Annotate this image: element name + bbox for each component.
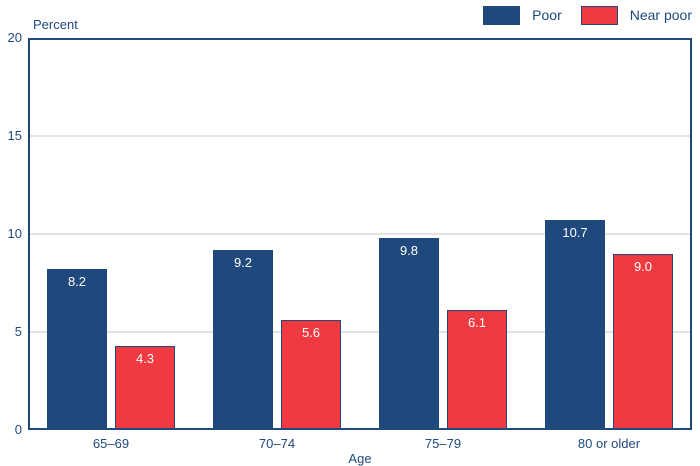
- y-tick-label-0: 0: [14, 422, 22, 437]
- gridline-15: [28, 135, 692, 137]
- bar-near-poor-1: 4.3: [115, 346, 175, 430]
- legend: Poor Near poor: [483, 4, 692, 26]
- plot-area: 8.2 4.3 9.2 5.6 9.8 6.1 10.7 9.0: [28, 38, 692, 430]
- bar-near-poor-4: 9.0: [613, 254, 673, 430]
- legend-label-near-poor: Near poor: [629, 7, 692, 23]
- x-axis-title: Age: [348, 451, 372, 466]
- gridline-10: [28, 233, 692, 235]
- y-tick-label-10: 10: [7, 226, 22, 241]
- legend-item-near-poor: Near poor: [580, 5, 692, 25]
- bar-value-label: 9.2: [233, 255, 253, 270]
- legend-swatch-near-poor: [580, 5, 618, 25]
- bar-poor-3: 9.8: [379, 238, 439, 430]
- bar-poor-1: 8.2: [47, 269, 107, 430]
- bar-value-label: 4.3: [135, 351, 155, 366]
- bar-near-poor-2: 5.6: [281, 320, 341, 430]
- legend-item-poor: Poor: [483, 5, 562, 25]
- bar-value-label: 6.1: [467, 315, 487, 330]
- legend-label-poor: Poor: [532, 7, 562, 23]
- bar-near-poor-3: 6.1: [447, 310, 507, 430]
- x-tick-label-3: 75–79: [424, 436, 462, 451]
- y-axis-title: Percent: [33, 17, 78, 32]
- legend-swatch-poor: [483, 5, 521, 25]
- bar-value-label: 10.7: [562, 225, 588, 240]
- y-tick-label-15: 15: [7, 128, 22, 143]
- bar-poor-2: 9.2: [213, 250, 273, 430]
- x-tick-label-4: 80 or older: [577, 436, 641, 451]
- x-tick-label-1: 65–69: [92, 436, 130, 451]
- y-tick-label-20: 20: [7, 30, 22, 45]
- y-tick-label-5: 5: [14, 324, 22, 339]
- x-tick-label-2: 70–74: [258, 436, 296, 451]
- bar-value-label: 9.0: [633, 259, 653, 274]
- bar-value-label: 5.6: [301, 325, 321, 340]
- gridline-5: [28, 331, 692, 333]
- bar-value-label: 9.8: [399, 243, 419, 258]
- bar-poor-4: 10.7: [545, 220, 605, 430]
- bar-value-label: 8.2: [67, 274, 87, 289]
